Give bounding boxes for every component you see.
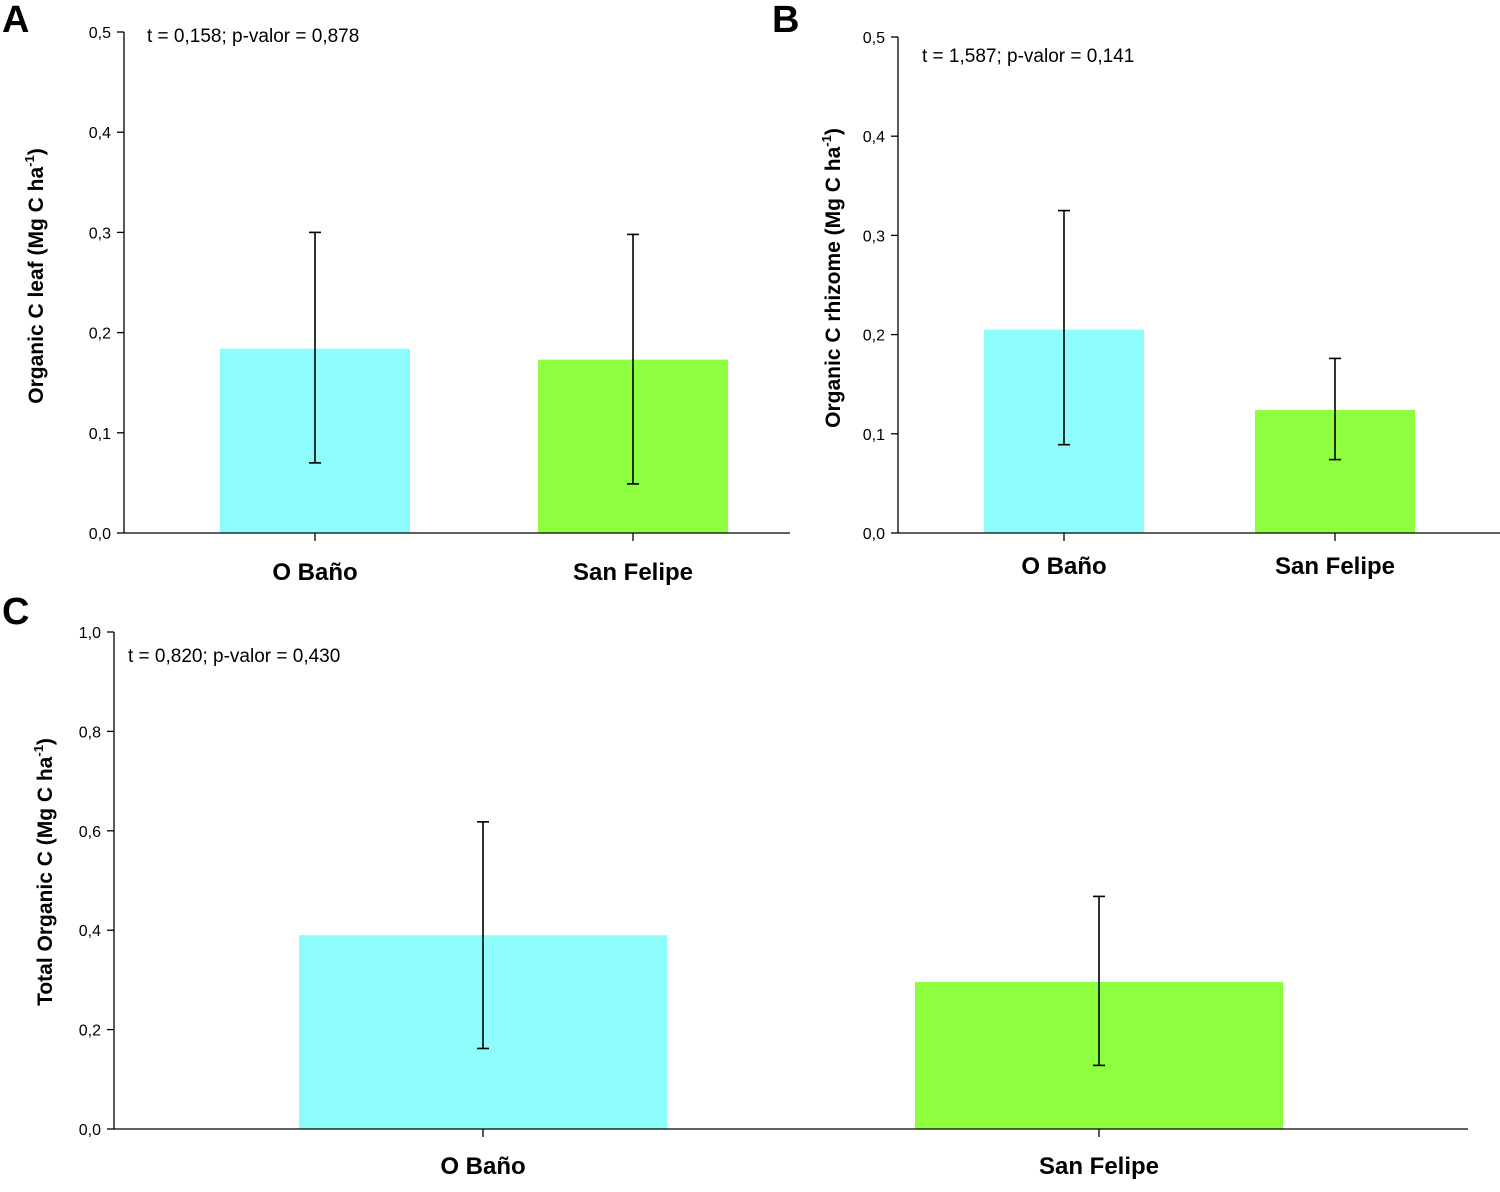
y-tick-label-c-5: 1,0	[79, 625, 101, 642]
y-tick-label-c-1: 0,2	[79, 1023, 101, 1040]
y-tick-label-c-4: 0,8	[79, 724, 101, 741]
panel-letter-c: C	[2, 591, 29, 633]
y-axis-title-main: Organic C rhizome (Mg C ha	[822, 146, 845, 428]
y-axis-title-main: Organic C leaf (Mg C ha	[25, 167, 48, 404]
category-label-b-0: O Baño	[1021, 553, 1106, 580]
y-tick-label-b-4: 0,4	[863, 129, 885, 146]
y-axis-title-main: Total Organic C (Mg C ha	[34, 756, 57, 1006]
y-axis-title-a: Organic C leaf (Mg C ha-1)	[22, 148, 48, 403]
y-axis-title-superscript: -1	[819, 135, 834, 147]
error-bar-b-0	[1058, 209, 1070, 446]
y-tick-label-a-1: 0,1	[89, 426, 111, 443]
y-axis-title-superscript: -1	[31, 745, 46, 757]
chart-panel-b: B 0,0 0,1 0,2 0,3 0,4 0,5 O Baño San Felipe Organ…	[772, 0, 1500, 580]
y-axis-title-close: )	[822, 128, 845, 135]
y-tick-label-c-3: 0,6	[79, 824, 101, 841]
y-tick-label-a-2: 0,2	[89, 326, 111, 343]
y-tick-label-c-2: 0,4	[79, 923, 101, 940]
stat-annotation-a: t = 0,158; p-valor = 0,878	[147, 26, 359, 47]
y-tick-label-b-1: 0,1	[863, 427, 885, 444]
category-label-c-0: O Baño	[440, 1153, 525, 1180]
y-axis-title-superscript: -1	[22, 155, 37, 167]
error-bar-c-1	[1093, 895, 1105, 1067]
stat-annotation-c: t = 0,820; p-valor = 0,430	[128, 646, 340, 667]
y-tick-label-a-0: 0,0	[89, 526, 111, 543]
y-tick-label-c-0: 0,0	[79, 1122, 101, 1139]
category-label-b-1: San Felipe	[1275, 553, 1395, 580]
y-tick-label-a-3: 0,3	[89, 225, 111, 242]
error-bar-b-1	[1329, 357, 1341, 461]
y-axis-title-close: )	[25, 148, 48, 155]
y-tick-label-b-3: 0,3	[863, 228, 885, 245]
error-bar-c-0	[477, 821, 489, 1050]
y-axis-title-close: )	[34, 738, 57, 745]
chart-panel-c: C 0,0 0,2 0,4 0,6 0,8 1,0 O Baño San Felipe Total…	[2, 591, 1468, 1180]
y-tick-label-a-5: 0,5	[89, 25, 111, 42]
panel-letter-a: A	[2, 0, 29, 41]
y-tick-label-b-5: 0,5	[863, 30, 885, 47]
error-bar-a-1	[627, 233, 639, 485]
y-tick-label-b-2: 0,2	[863, 328, 885, 345]
panel-letter-b: B	[772, 0, 799, 41]
category-label-a-1: San Felipe	[573, 559, 693, 586]
y-tick-label-b-0: 0,0	[863, 526, 885, 543]
category-label-a-0: O Baño	[272, 559, 357, 586]
stat-annotation-b: t = 1,587; p-valor = 0,141	[922, 46, 1134, 67]
category-label-c-1: San Felipe	[1039, 1153, 1159, 1180]
y-axis-title-b: Organic C rhizome (Mg C ha-1)	[819, 128, 845, 428]
error-bar-a-0	[309, 231, 321, 464]
y-axis-title-c: Total Organic C (Mg C ha-1)	[31, 738, 57, 1006]
y-tick-label-a-4: 0,4	[89, 125, 111, 142]
chart-panel-a: A 0,0 0,1 0,2 0,3 0,4 0,5 O Baño San Felipe Organ…	[2, 0, 790, 586]
